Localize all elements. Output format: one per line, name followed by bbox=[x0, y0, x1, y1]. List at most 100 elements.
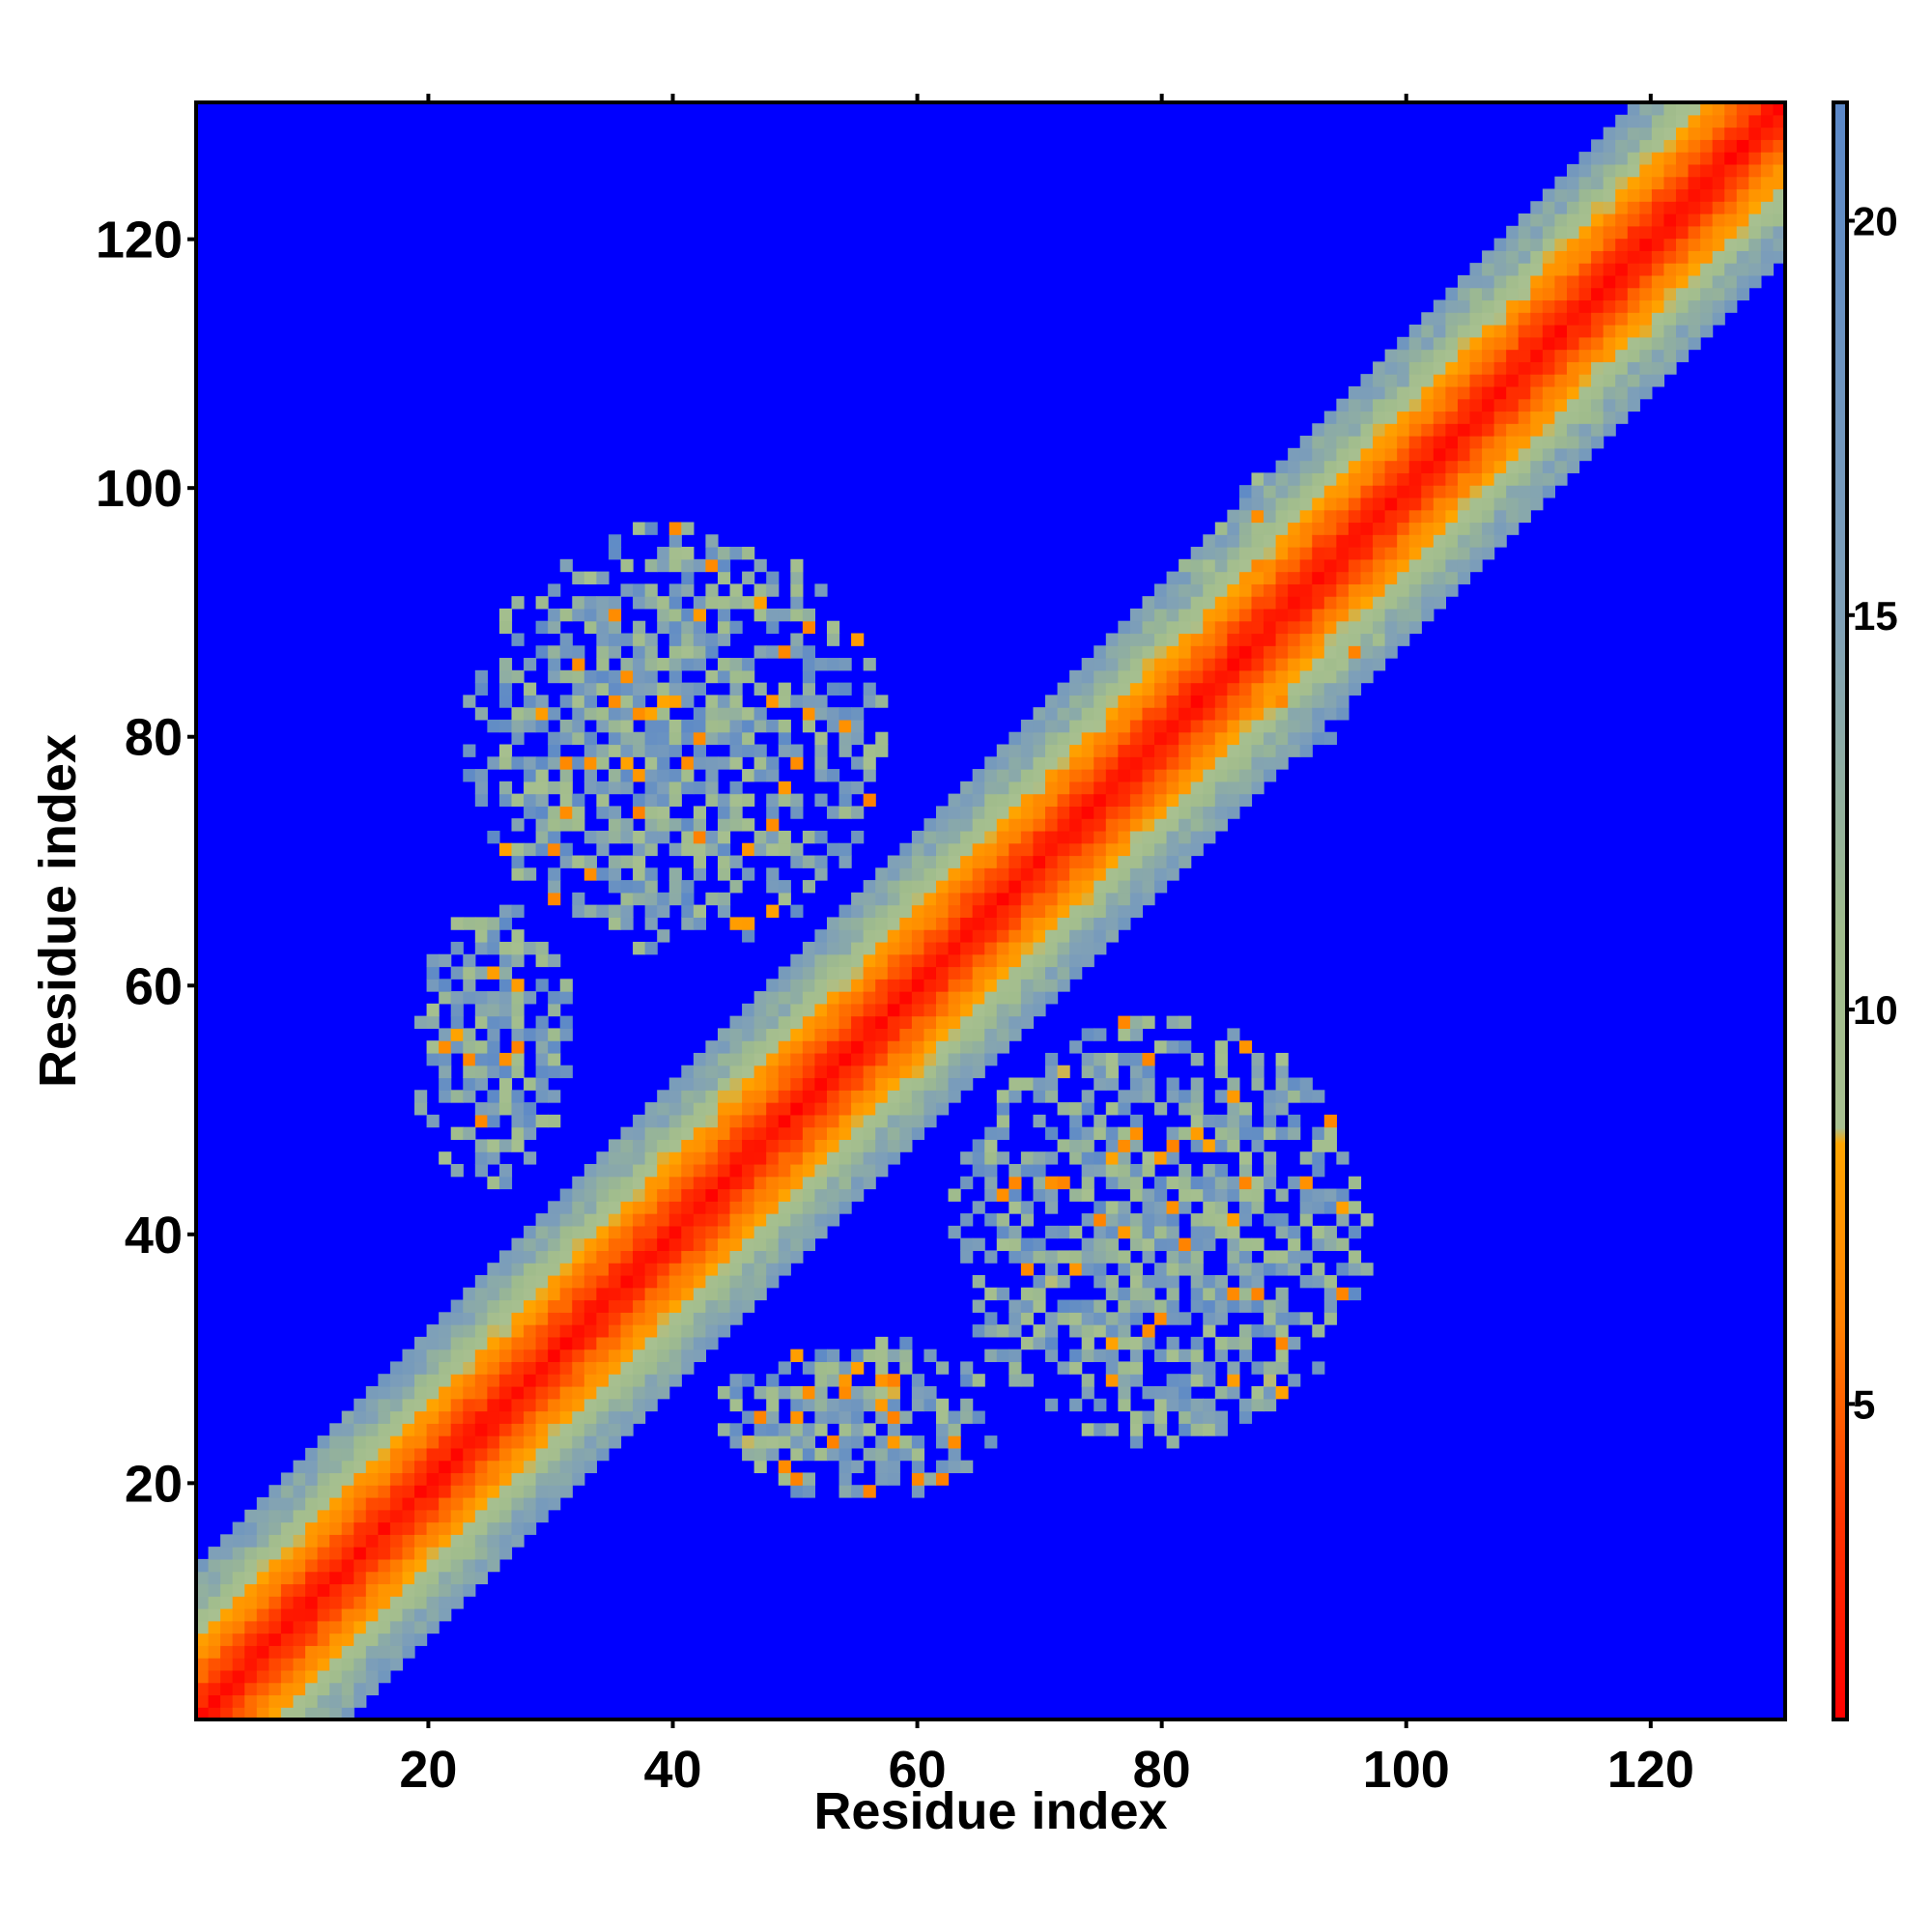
heatmap-cell bbox=[887, 966, 900, 980]
heatmap-cell bbox=[426, 1583, 440, 1597]
heatmap-cell bbox=[948, 830, 961, 844]
heatmap-cell bbox=[1421, 596, 1435, 610]
heatmap-cell bbox=[644, 1336, 658, 1350]
heatmap-cell bbox=[463, 769, 476, 782]
heatmap-cell bbox=[1433, 583, 1446, 597]
heatmap-cell bbox=[1348, 620, 1362, 635]
heatmap-cell bbox=[450, 1521, 464, 1535]
heatmap-cell bbox=[414, 1620, 428, 1634]
heatmap-cell bbox=[668, 1163, 682, 1178]
heatmap-cell bbox=[1700, 287, 1714, 301]
heatmap-cell bbox=[1020, 830, 1035, 844]
heatmap-cell bbox=[911, 880, 925, 894]
heatmap-cell bbox=[778, 966, 791, 980]
heatmap-cell bbox=[984, 1287, 998, 1301]
heatmap-cell bbox=[608, 1237, 622, 1252]
heatmap-cell bbox=[498, 1065, 513, 1079]
heatmap-cell bbox=[814, 1410, 828, 1424]
heatmap-cell bbox=[633, 880, 646, 894]
heatmap-cell bbox=[681, 547, 695, 560]
heatmap-cell bbox=[1469, 522, 1483, 535]
heatmap-cell bbox=[535, 1090, 549, 1103]
heatmap-cell bbox=[790, 1077, 804, 1091]
heatmap-cell bbox=[693, 608, 707, 622]
heatmap-cell bbox=[548, 1263, 561, 1276]
heatmap-cell bbox=[887, 1028, 900, 1041]
heatmap-cell bbox=[838, 1188, 852, 1202]
heatmap-cell bbox=[1288, 744, 1301, 757]
heatmap-cell bbox=[790, 558, 804, 573]
heatmap-cell bbox=[1457, 312, 1471, 326]
heatmap-cell bbox=[1094, 941, 1107, 955]
heatmap-cell bbox=[996, 769, 1009, 782]
heatmap-cell bbox=[1627, 188, 1640, 202]
heatmap-cell bbox=[1203, 719, 1216, 733]
heatmap-cell bbox=[1384, 571, 1398, 584]
heatmap-cell bbox=[1190, 633, 1204, 646]
heatmap-cell bbox=[1227, 1188, 1240, 1202]
heatmap-cell bbox=[1566, 460, 1580, 473]
heatmap-cell bbox=[1482, 485, 1495, 498]
heatmap-cell bbox=[341, 1658, 355, 1671]
heatmap-cell bbox=[1760, 263, 1775, 276]
heatmap-cell bbox=[1238, 1263, 1253, 1276]
heatmap-cell bbox=[1179, 1126, 1192, 1141]
heatmap-cell bbox=[838, 682, 852, 696]
heatmap-cell bbox=[1129, 1374, 1144, 1387]
heatmap-cell bbox=[911, 1028, 925, 1041]
heatmap-cell bbox=[620, 558, 634, 573]
heatmap-cell bbox=[729, 1114, 743, 1128]
heatmap-cell bbox=[1397, 596, 1410, 610]
heatmap-cell bbox=[487, 1385, 500, 1400]
heatmap-cell bbox=[474, 1299, 488, 1313]
heatmap-cell bbox=[911, 1003, 925, 1017]
heatmap-cell bbox=[511, 929, 525, 943]
heatmap-cell bbox=[620, 1126, 634, 1141]
heatmap-cell bbox=[535, 707, 549, 721]
heatmap-cell bbox=[1445, 522, 1459, 535]
heatmap-cell bbox=[317, 1669, 330, 1684]
heatmap-cell bbox=[1675, 263, 1690, 276]
heatmap-cell bbox=[256, 1571, 270, 1585]
heatmap-cell bbox=[851, 1460, 865, 1474]
heatmap-cell bbox=[1482, 349, 1495, 362]
heatmap-cell bbox=[1118, 1090, 1131, 1103]
heatmap-cell bbox=[293, 1694, 306, 1708]
heatmap-cell bbox=[972, 1274, 985, 1289]
heatmap-cell bbox=[1373, 385, 1386, 400]
heatmap-cell bbox=[620, 781, 634, 795]
heatmap-cell bbox=[439, 1312, 452, 1325]
heatmap-cell bbox=[1129, 645, 1144, 659]
heatmap-cell bbox=[644, 1188, 658, 1202]
colorbar bbox=[1832, 100, 1849, 1721]
heatmap-cell bbox=[838, 1003, 852, 1017]
heatmap-cell bbox=[681, 1065, 695, 1079]
heatmap-cell bbox=[1094, 1213, 1107, 1227]
heatmap-cell bbox=[1469, 263, 1483, 276]
heatmap-cell bbox=[450, 1485, 464, 1498]
heatmap-cell bbox=[1009, 1163, 1022, 1178]
heatmap-cell bbox=[1288, 558, 1301, 573]
heatmap-cell bbox=[1166, 1287, 1179, 1301]
heatmap-cell bbox=[426, 1558, 440, 1573]
heatmap-cell bbox=[1045, 1176, 1059, 1190]
heatmap-cell bbox=[802, 1163, 816, 1178]
heatmap-cell bbox=[1397, 522, 1410, 535]
heatmap-cell bbox=[802, 1151, 816, 1165]
heatmap-cell bbox=[778, 1077, 791, 1091]
heatmap-cell bbox=[1578, 152, 1592, 165]
heatmap-cell bbox=[633, 682, 646, 696]
heatmap-cell bbox=[1603, 213, 1616, 227]
heatmap-cell bbox=[1118, 744, 1131, 757]
heatmap-cell bbox=[863, 1052, 876, 1066]
heatmap-cell bbox=[1591, 250, 1605, 264]
heatmap-cell bbox=[1506, 349, 1520, 362]
heatmap-cell bbox=[1748, 201, 1762, 214]
heatmap-cell bbox=[1639, 238, 1653, 251]
heatmap-cell bbox=[1518, 497, 1531, 511]
heatmap-cell bbox=[1299, 522, 1313, 535]
heatmap-cell bbox=[1445, 398, 1459, 412]
heatmap-cell bbox=[1179, 806, 1192, 819]
heatmap-cell bbox=[1118, 669, 1131, 684]
heatmap-cell bbox=[1275, 719, 1289, 733]
